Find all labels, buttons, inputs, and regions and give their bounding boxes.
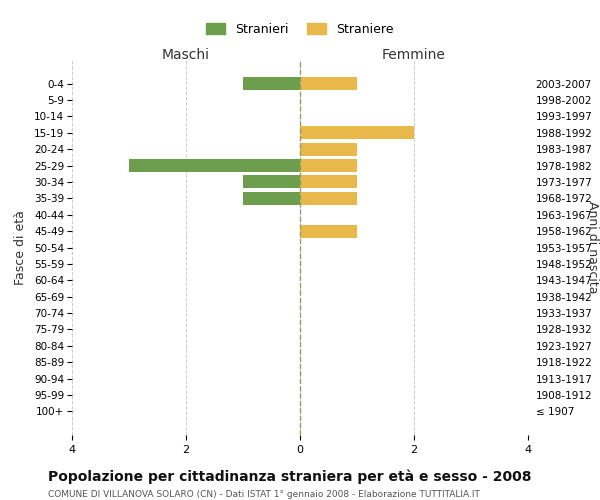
Bar <box>300 77 357 90</box>
Text: Femmine: Femmine <box>382 48 446 62</box>
Bar <box>300 224 357 237</box>
Bar <box>300 142 357 156</box>
Text: Maschi: Maschi <box>162 48 210 62</box>
Text: Popolazione per cittadinanza straniera per età e sesso - 2008: Popolazione per cittadinanza straniera p… <box>48 470 532 484</box>
Y-axis label: Fasce di età: Fasce di età <box>14 210 27 285</box>
Bar <box>243 176 300 188</box>
Bar <box>243 77 300 90</box>
Y-axis label: Anni di nascita: Anni di nascita <box>586 201 599 294</box>
Text: COMUNE DI VILLANOVA SOLARO (CN) - Dati ISTAT 1° gennaio 2008 - Elaborazione TUTT: COMUNE DI VILLANOVA SOLARO (CN) - Dati I… <box>48 490 480 499</box>
Bar <box>300 126 414 140</box>
Bar <box>300 192 357 205</box>
Bar <box>300 176 357 188</box>
Bar <box>300 159 357 172</box>
Legend: Stranieri, Straniere: Stranieri, Straniere <box>202 18 398 40</box>
Bar <box>243 192 300 205</box>
Bar <box>129 159 300 172</box>
